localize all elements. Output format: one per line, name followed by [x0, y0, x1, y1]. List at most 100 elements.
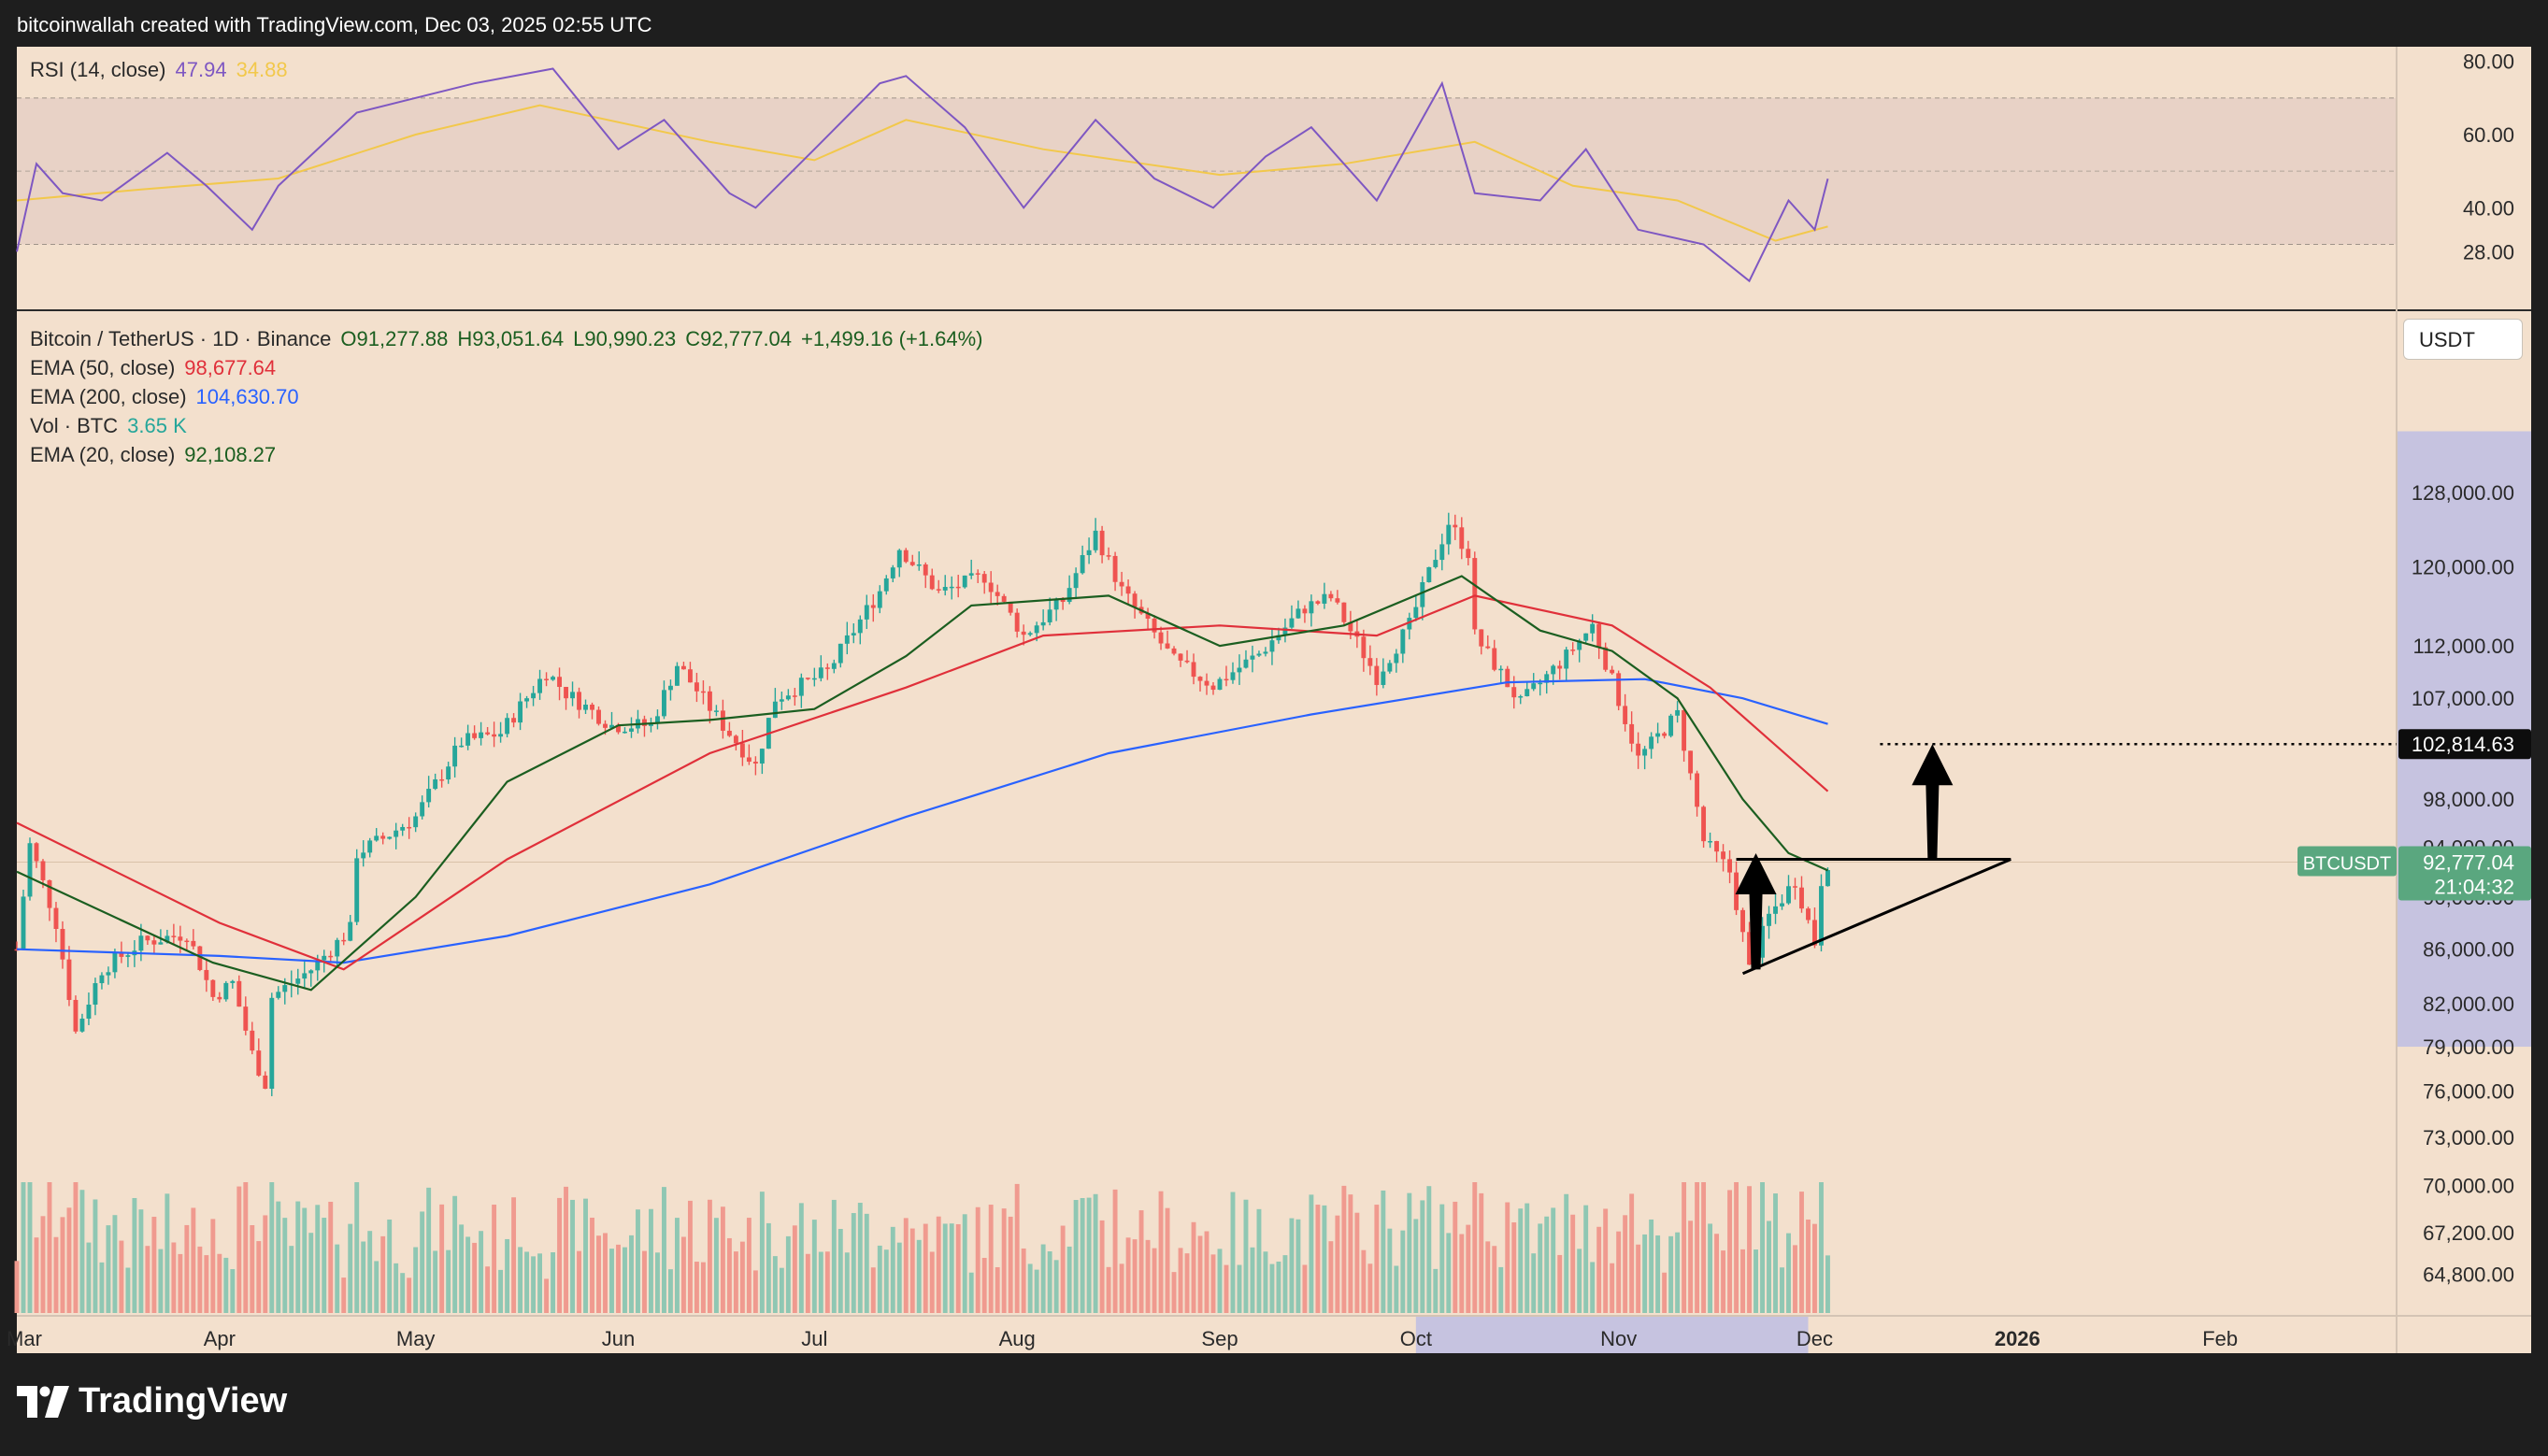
volume-bar [726, 1237, 732, 1313]
volume-bar [1426, 1186, 1432, 1313]
volume-bar [1453, 1201, 1458, 1313]
indicator-ema200[interactable]: EMA (200, close) 104,630.70 [30, 385, 308, 409]
volume-bar [1309, 1194, 1314, 1313]
candle-body [269, 997, 275, 1089]
rsi-label: RSI (14, close) [30, 58, 166, 81]
volume-bar [903, 1218, 909, 1313]
candle-body [1145, 613, 1151, 620]
indicator-ema50[interactable]: EMA (50, close) 98,677.64 [30, 356, 285, 380]
volume-bar [217, 1253, 222, 1313]
volume-bar [733, 1251, 738, 1313]
time-axis-tick: Aug [999, 1327, 1036, 1350]
volume-bar [1479, 1192, 1484, 1313]
volume-bar [949, 1223, 954, 1313]
candle-body [975, 573, 981, 575]
candle-body [544, 678, 550, 680]
volume-bar [1825, 1255, 1830, 1313]
candle-body [1394, 653, 1399, 664]
candle-body [1256, 653, 1262, 656]
volume-bar [236, 1186, 242, 1313]
rsi-axis-tick: 40.00 [2463, 196, 2514, 220]
indicator-volume[interactable]: Vol · BTC 3.65 K [30, 414, 196, 438]
candle-body [1158, 632, 1164, 644]
volume-bar [125, 1267, 131, 1313]
volume-bar [1466, 1224, 1471, 1313]
volume-bar [1551, 1207, 1556, 1313]
volume-bar [27, 1182, 33, 1313]
indicator-ema20[interactable]: EMA (20, close) 92,108.27 [30, 443, 285, 467]
volume-bar [1066, 1246, 1072, 1313]
volume-bar [779, 1267, 784, 1313]
candle-body [439, 778, 445, 781]
candle-body [178, 936, 183, 941]
time-axis-tick: Oct [1400, 1327, 1432, 1350]
volume-bar [1282, 1255, 1288, 1313]
volume-bar [1374, 1205, 1380, 1313]
volume-bar [439, 1204, 445, 1313]
volume-bar [603, 1233, 608, 1313]
volume-bar [531, 1256, 537, 1313]
time-axis-tick: Mar [7, 1327, 42, 1350]
volume-bar [870, 1267, 876, 1313]
ema20-line [16, 575, 1828, 992]
volume-bar [1224, 1264, 1229, 1313]
volume-bar [1138, 1210, 1144, 1313]
volume-bar [883, 1249, 889, 1313]
candle-body [700, 691, 706, 693]
candle-body [596, 709, 601, 724]
volume-bar [649, 1208, 653, 1313]
volume-bar [674, 1218, 680, 1313]
currency-button[interactable]: USDT [2403, 319, 2523, 360]
candle-body [1047, 609, 1052, 622]
candle-body [374, 835, 379, 841]
volume-bar [1263, 1251, 1268, 1313]
volume-bar [616, 1244, 621, 1313]
volume-bar [151, 1217, 157, 1313]
candle-body [890, 567, 895, 578]
candle-body [1799, 887, 1804, 909]
volume-bar [818, 1251, 823, 1313]
candle-body [1021, 631, 1026, 635]
volume-bar [609, 1249, 614, 1313]
volume-bar [1289, 1218, 1295, 1313]
volume-bar [1014, 1183, 1020, 1313]
price-axis-tick: 70,000.00 [2423, 1175, 2514, 1198]
candle-body [877, 591, 882, 608]
volume-bar [1302, 1264, 1308, 1313]
volume-bar [73, 1182, 79, 1313]
volume-bar [1596, 1226, 1602, 1313]
volume-bar [446, 1249, 451, 1313]
volume-bar [942, 1223, 948, 1313]
candle-body [1511, 687, 1517, 698]
candle-body [929, 575, 935, 590]
volume-bar [191, 1207, 196, 1313]
volume-bar [1197, 1235, 1203, 1313]
volume-bar [171, 1242, 177, 1313]
candle-body [492, 734, 497, 737]
candle-body [655, 716, 660, 724]
candle-body [1727, 859, 1733, 873]
volume-bar [1492, 1246, 1497, 1313]
candle-body [1093, 530, 1098, 550]
volume-bar [851, 1213, 856, 1313]
candle-body [1668, 715, 1674, 736]
candle-body [472, 733, 478, 738]
volume-bar [570, 1199, 575, 1313]
candle-body [844, 635, 850, 644]
candle-body [1786, 886, 1791, 904]
candle-body [1453, 524, 1458, 528]
volume-bar [308, 1233, 314, 1313]
candle-body [27, 843, 33, 897]
volume-bar [785, 1235, 791, 1313]
candle-body [1551, 665, 1556, 675]
volume-bar [837, 1229, 843, 1313]
candle-body [1636, 743, 1641, 756]
price-axis-tick: 76,000.00 [2423, 1080, 2514, 1104]
volume-bar [394, 1263, 399, 1313]
volume-bar [1381, 1190, 1386, 1313]
rsi-axis-tick: 60.00 [2463, 123, 2514, 147]
candle-body [1498, 668, 1504, 671]
candle-body [354, 858, 360, 922]
time-axis-tick: 2026 [1995, 1327, 2040, 1350]
